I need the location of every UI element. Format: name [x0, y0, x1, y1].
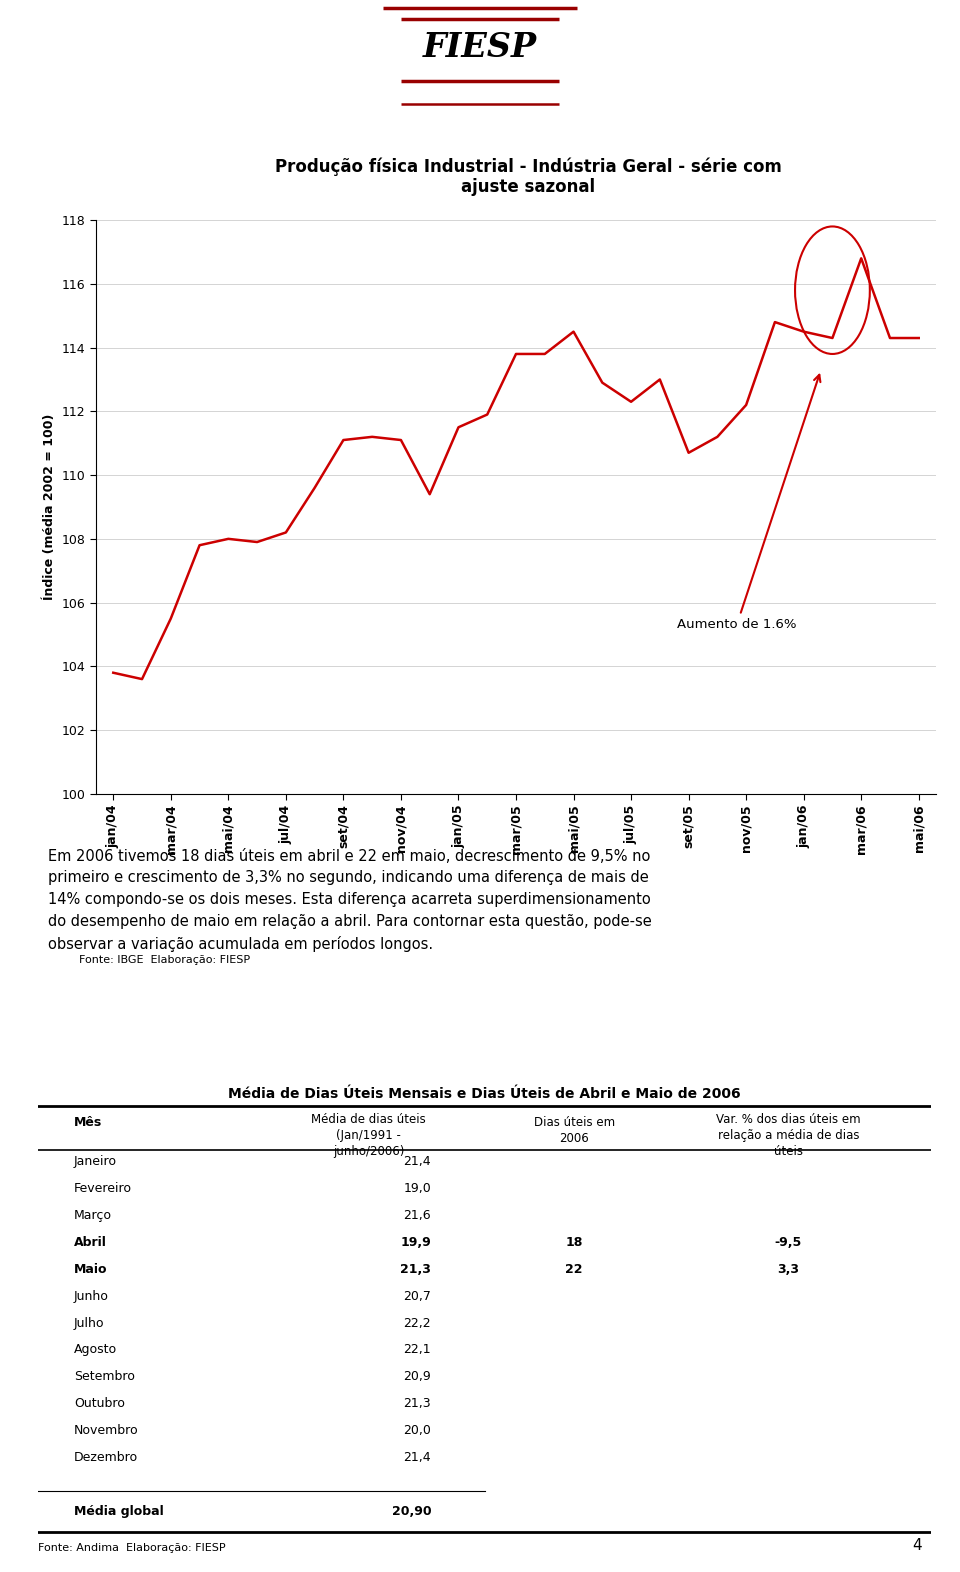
Text: Aumento de 1.6%: Aumento de 1.6%	[677, 374, 821, 630]
Text: Agosto: Agosto	[74, 1344, 117, 1357]
Text: 20,90: 20,90	[392, 1504, 431, 1519]
Text: 21,4: 21,4	[403, 1451, 431, 1464]
Text: FIESP: FIESP	[423, 31, 537, 64]
Text: Julho: Julho	[74, 1317, 105, 1330]
Text: Outubro: Outubro	[74, 1398, 125, 1410]
Text: 21,3: 21,3	[403, 1398, 431, 1410]
Text: Var. % dos dias úteis em
relação a média de dias
úteis: Var. % dos dias úteis em relação a média…	[716, 1113, 861, 1157]
Text: Fonte: IBGE  Elaboração: FIESP: Fonte: IBGE Elaboração: FIESP	[79, 954, 251, 965]
Text: Mês: Mês	[74, 1116, 103, 1129]
Text: Dias úteis em
2006: Dias úteis em 2006	[534, 1116, 614, 1144]
Text: 22: 22	[565, 1262, 583, 1276]
Text: 19,0: 19,0	[403, 1182, 431, 1195]
Text: Média de Dias Úteis Mensais e Dias Úteis de Abril e Maio de 2006: Média de Dias Úteis Mensais e Dias Úteis…	[228, 1086, 741, 1100]
Text: -9,5: -9,5	[775, 1236, 802, 1248]
Text: Produção física Industrial - Indústria Geral - série com
ajuste sazonal: Produção física Industrial - Indústria G…	[275, 157, 781, 196]
Text: Janeiro: Janeiro	[74, 1155, 117, 1168]
Text: 22,1: 22,1	[403, 1344, 431, 1357]
Text: 4: 4	[912, 1537, 922, 1553]
Text: Novembro: Novembro	[74, 1424, 139, 1437]
Text: Maio: Maio	[74, 1262, 108, 1276]
Text: 20,7: 20,7	[403, 1289, 431, 1303]
Text: Junho: Junho	[74, 1289, 109, 1303]
Text: Fevereiro: Fevereiro	[74, 1182, 132, 1195]
Text: 21,3: 21,3	[400, 1262, 431, 1276]
Text: Abril: Abril	[74, 1236, 107, 1248]
Text: 21,6: 21,6	[403, 1209, 431, 1221]
Y-axis label: Índice (média 2002 = 100): Índice (média 2002 = 100)	[43, 413, 56, 601]
Text: 20,0: 20,0	[403, 1424, 431, 1437]
Text: Média de dias úteis
(Jan/1991 -
junho/2006): Média de dias úteis (Jan/1991 - junho/20…	[311, 1113, 426, 1157]
Text: Setembro: Setembro	[74, 1371, 135, 1383]
Text: Média global: Média global	[74, 1504, 164, 1519]
Text: Março: Março	[74, 1209, 112, 1221]
Text: 3,3: 3,3	[778, 1262, 800, 1276]
Text: 21,4: 21,4	[403, 1155, 431, 1168]
Text: 22,2: 22,2	[403, 1317, 431, 1330]
Text: Dezembro: Dezembro	[74, 1451, 138, 1464]
Text: Fonte: Andima  Elaboração: FIESP: Fonte: Andima Elaboração: FIESP	[38, 1544, 226, 1553]
Text: 19,9: 19,9	[400, 1236, 431, 1248]
Text: Em 2006 tivemos 18 dias úteis em abril e 22 em maio, decrescimento de 9,5% no
pr: Em 2006 tivemos 18 dias úteis em abril e…	[48, 849, 652, 951]
Text: 18: 18	[565, 1236, 583, 1248]
Text: 20,9: 20,9	[403, 1371, 431, 1383]
